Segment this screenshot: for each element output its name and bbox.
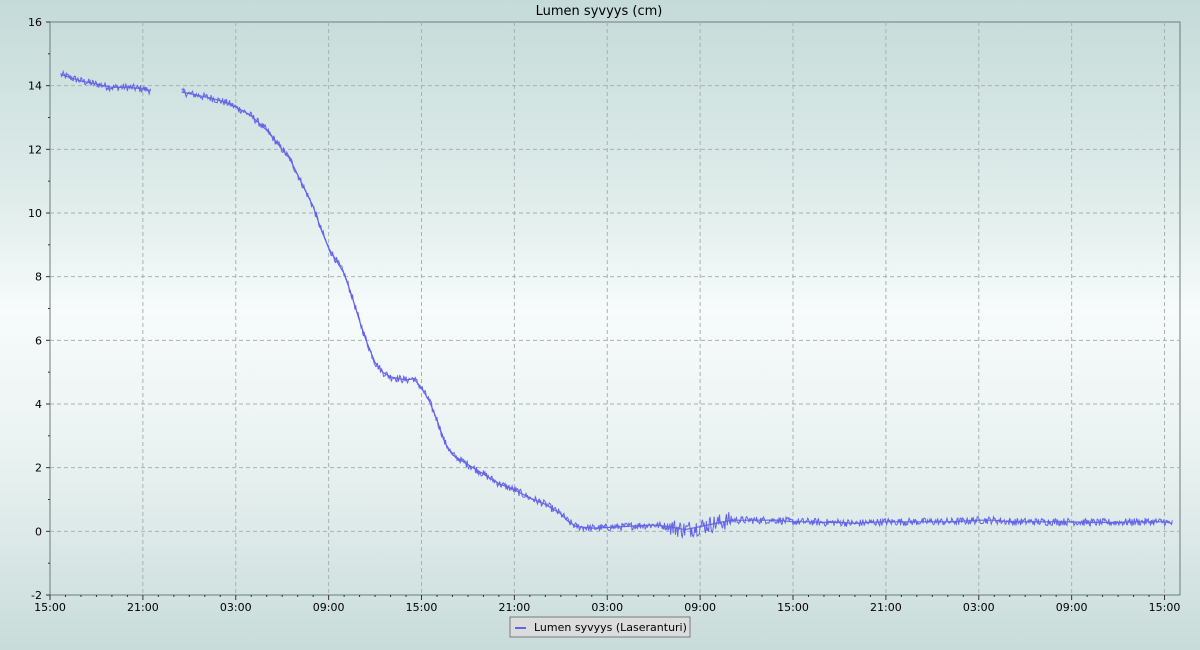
series-line [182,92,1173,530]
grid [50,22,1180,595]
series-noise [182,89,1173,538]
y-tick-label: 2 [35,462,42,475]
x-tick-label: 15:00 [406,601,438,614]
plot-area [50,22,1180,595]
x-tick-label: 09:00 [313,601,345,614]
y-tick-label: 10 [28,207,42,220]
series-noise [61,72,151,94]
x-tick-label: 09:00 [1056,601,1088,614]
y-tick-label: 14 [28,80,42,93]
chart-title: Lumen syvyys (cm) [536,4,663,19]
y-tick-label: 0 [35,525,42,538]
x-tick-label: 21:00 [499,601,531,614]
x-tick-label: 21:00 [127,601,159,614]
y-tick-label: 4 [35,398,42,411]
x-tick-label: 03:00 [220,601,252,614]
x-tick-label: 15:00 [777,601,809,614]
legend-label: Lumen syvyys (Laseranturi) [534,621,687,634]
y-tick-label: 8 [35,271,42,284]
y-tick-label: 12 [28,143,42,156]
x-tick-label: 21:00 [870,601,902,614]
x-tick-label: 03:00 [591,601,623,614]
y-tick-label: 16 [28,16,42,29]
x-tick-label: 03:00 [963,601,995,614]
x-tick-label: 09:00 [684,601,716,614]
x-tick-label: 15:00 [1149,601,1181,614]
y-tick-label: 6 [35,334,42,347]
legend: Lumen syvyys (Laseranturi) [510,617,690,637]
x-tick-label: 15:00 [34,601,66,614]
